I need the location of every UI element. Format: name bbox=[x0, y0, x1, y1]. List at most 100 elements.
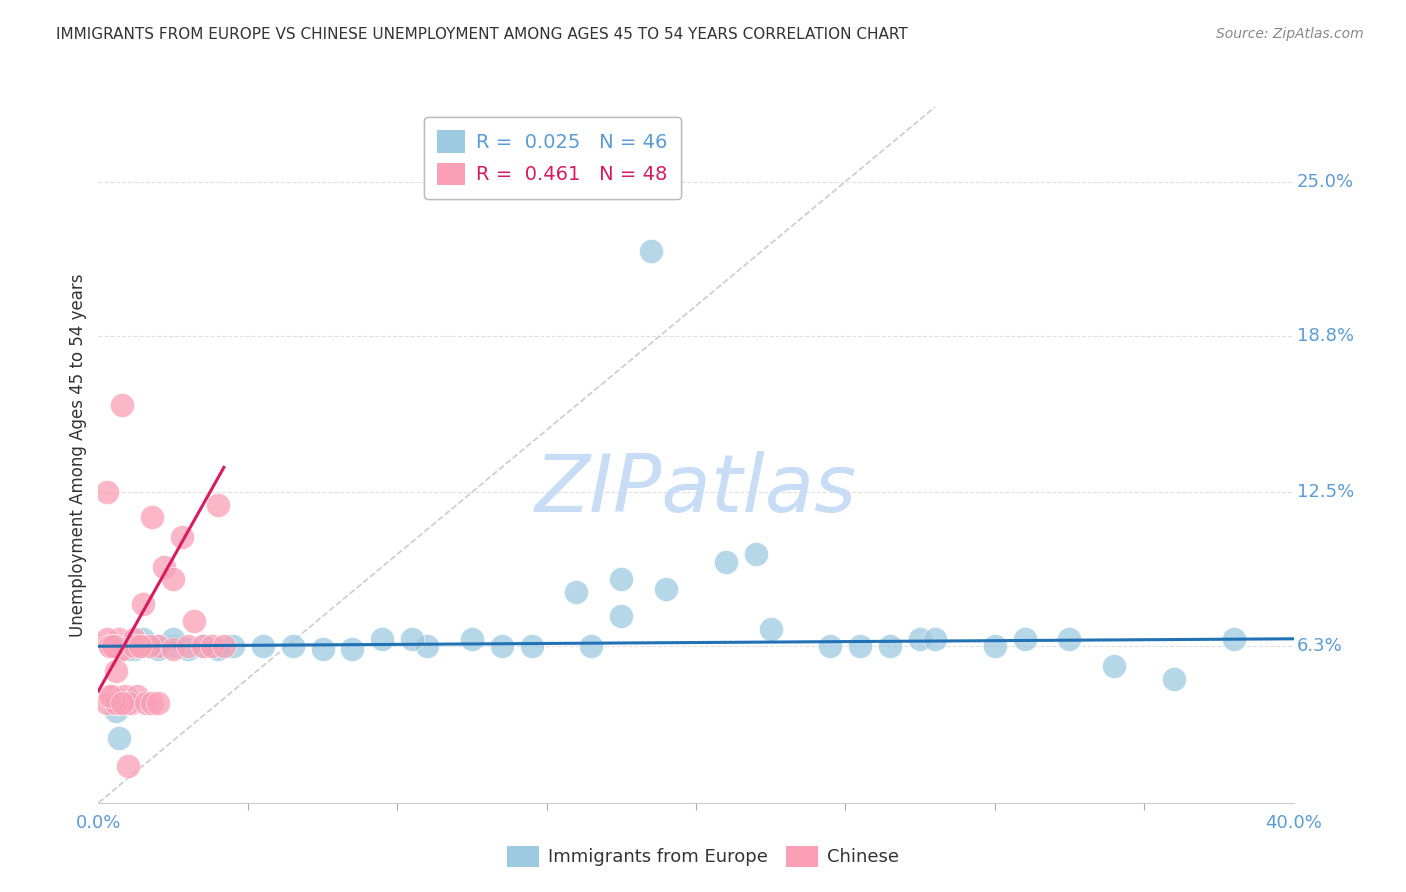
Point bbox=[148, 639, 170, 653]
Point bbox=[1059, 632, 1081, 646]
Point bbox=[207, 498, 229, 512]
Point bbox=[191, 639, 214, 653]
Point bbox=[105, 697, 128, 711]
Point bbox=[252, 639, 274, 653]
Point bbox=[1104, 659, 1126, 673]
Point bbox=[105, 704, 128, 718]
Point bbox=[371, 632, 394, 646]
Point bbox=[124, 641, 146, 656]
Point bbox=[108, 632, 131, 646]
Point bbox=[98, 689, 122, 703]
Point bbox=[108, 731, 131, 746]
Point bbox=[162, 639, 184, 653]
Point bbox=[132, 639, 155, 653]
Point bbox=[714, 555, 737, 569]
Point bbox=[114, 689, 136, 703]
Point bbox=[416, 639, 439, 653]
Point bbox=[1223, 632, 1246, 646]
Point bbox=[640, 244, 662, 259]
Text: 25.0%: 25.0% bbox=[1298, 172, 1354, 191]
Point bbox=[610, 609, 633, 624]
Point bbox=[103, 689, 125, 703]
Point bbox=[491, 639, 513, 653]
Point bbox=[879, 639, 901, 653]
Point bbox=[342, 641, 364, 656]
Point bbox=[983, 639, 1005, 653]
Point bbox=[98, 639, 122, 653]
Point bbox=[162, 572, 184, 586]
Point bbox=[172, 530, 194, 544]
Point bbox=[908, 632, 931, 646]
Point bbox=[162, 641, 184, 656]
Point bbox=[132, 632, 155, 646]
Point bbox=[820, 639, 842, 653]
Point bbox=[461, 632, 484, 646]
Point bbox=[111, 641, 134, 656]
Point bbox=[401, 632, 423, 646]
Point bbox=[103, 639, 125, 653]
Point bbox=[138, 639, 160, 653]
Point bbox=[103, 639, 125, 653]
Point bbox=[1163, 672, 1185, 686]
Point bbox=[177, 641, 200, 656]
Legend: Immigrants from Europe, Chinese: Immigrants from Europe, Chinese bbox=[499, 838, 907, 874]
Point bbox=[117, 697, 139, 711]
Text: 12.5%: 12.5% bbox=[1298, 483, 1354, 501]
Point bbox=[148, 641, 170, 656]
Point bbox=[108, 697, 131, 711]
Point bbox=[745, 547, 768, 561]
Point bbox=[759, 622, 782, 636]
Text: IMMIGRANTS FROM EUROPE VS CHINESE UNEMPLOYMENT AMONG AGES 45 TO 54 YEARS CORRELA: IMMIGRANTS FROM EUROPE VS CHINESE UNEMPL… bbox=[56, 27, 908, 42]
Point bbox=[849, 639, 872, 653]
Point bbox=[1014, 632, 1036, 646]
Point bbox=[124, 632, 146, 646]
Point bbox=[96, 485, 118, 500]
Point bbox=[111, 398, 134, 412]
Point bbox=[135, 697, 157, 711]
Point bbox=[191, 639, 214, 653]
Point bbox=[520, 639, 543, 653]
Point bbox=[141, 697, 163, 711]
Point bbox=[924, 632, 946, 646]
Point bbox=[162, 632, 184, 646]
Point bbox=[132, 639, 155, 653]
Text: ZIPatlas: ZIPatlas bbox=[534, 450, 858, 529]
Text: 18.8%: 18.8% bbox=[1298, 326, 1354, 344]
Point bbox=[129, 639, 152, 653]
Point bbox=[117, 641, 139, 656]
Point bbox=[281, 639, 304, 653]
Point bbox=[201, 639, 224, 653]
Point bbox=[117, 639, 139, 653]
Point bbox=[111, 641, 134, 656]
Point bbox=[183, 615, 205, 629]
Point bbox=[120, 697, 142, 711]
Point bbox=[148, 639, 170, 653]
Point bbox=[124, 639, 146, 653]
Point bbox=[132, 597, 155, 611]
Legend: R =  0.025   N = 46, R =  0.461   N = 48: R = 0.025 N = 46, R = 0.461 N = 48 bbox=[423, 117, 682, 199]
Point bbox=[111, 694, 134, 708]
Point bbox=[581, 639, 603, 653]
Point bbox=[117, 639, 139, 653]
Point bbox=[311, 641, 333, 656]
Point bbox=[565, 584, 588, 599]
Point bbox=[105, 664, 128, 678]
Text: 6.3%: 6.3% bbox=[1298, 637, 1343, 656]
Point bbox=[111, 697, 134, 711]
Point bbox=[105, 639, 128, 653]
Point bbox=[127, 689, 149, 703]
Point bbox=[655, 582, 678, 596]
Point bbox=[610, 572, 633, 586]
Point bbox=[117, 758, 139, 772]
Point bbox=[222, 639, 245, 653]
Point bbox=[141, 510, 163, 524]
Y-axis label: Unemployment Among Ages 45 to 54 years: Unemployment Among Ages 45 to 54 years bbox=[69, 273, 87, 637]
Text: Source: ZipAtlas.com: Source: ZipAtlas.com bbox=[1216, 27, 1364, 41]
Point bbox=[148, 697, 170, 711]
Point bbox=[153, 559, 176, 574]
Point bbox=[98, 639, 122, 653]
Point bbox=[98, 639, 122, 653]
Point bbox=[96, 697, 118, 711]
Point bbox=[212, 639, 235, 653]
Point bbox=[207, 641, 229, 656]
